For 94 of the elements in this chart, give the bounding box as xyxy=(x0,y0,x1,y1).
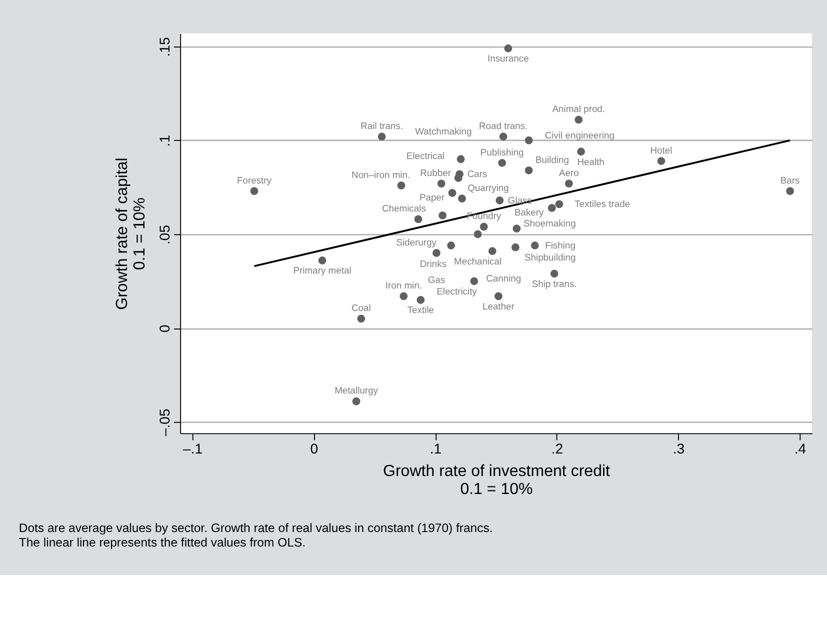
point xyxy=(657,157,666,165)
point xyxy=(498,158,506,167)
x-tick-label: –.1 xyxy=(182,440,203,456)
annotation: Publishing xyxy=(480,146,524,158)
annotation: Electricity xyxy=(436,285,478,296)
text: The linear line represents the fitted values from OLS. xyxy=(18,535,306,550)
annotation: Siderurgy xyxy=(396,236,437,248)
annotation: Insurance xyxy=(488,52,529,64)
point xyxy=(432,249,440,257)
point xyxy=(577,148,586,156)
annotation: Glass xyxy=(508,194,532,206)
point xyxy=(488,247,496,256)
annotation: Health xyxy=(577,156,604,167)
point xyxy=(447,242,455,250)
annotation: Aero xyxy=(558,166,579,178)
point xyxy=(574,116,583,124)
x-tick-label: 0 xyxy=(310,440,318,456)
point xyxy=(474,230,482,238)
annotation: Bakery xyxy=(514,206,544,218)
annotation: Hotel xyxy=(650,144,672,156)
point xyxy=(378,132,386,141)
annotation: Coal xyxy=(351,302,371,314)
annotation: Building xyxy=(536,154,569,165)
point xyxy=(512,243,520,252)
annotation: Electrical xyxy=(406,150,445,162)
point xyxy=(470,277,478,286)
annotation: Primary metal xyxy=(293,264,352,276)
point xyxy=(454,174,462,182)
point xyxy=(512,224,521,233)
annotation: Watchmaking xyxy=(415,126,472,137)
point xyxy=(458,194,466,202)
annotation: Metallurgy xyxy=(334,384,378,396)
x-tick-label: .3 xyxy=(672,440,685,456)
annotation: Quarrying xyxy=(468,182,509,194)
point xyxy=(400,292,408,300)
x-tick-label: .1 xyxy=(430,440,442,456)
annotation: Iron min. xyxy=(385,280,422,291)
annotation: Bars xyxy=(780,174,800,186)
point xyxy=(416,296,425,304)
text: Dots are average values by sector. Growth rate of real values in constant (1970) francs. xyxy=(18,521,493,536)
annotation: Paper xyxy=(419,191,445,202)
point xyxy=(530,242,539,250)
annotation: Shoemaking xyxy=(524,218,576,229)
annotation: Civil engineering xyxy=(544,129,614,140)
annotation: Shipbuilding xyxy=(524,252,576,263)
point xyxy=(437,180,446,188)
x-tick-label: .2 xyxy=(551,440,564,456)
point xyxy=(456,155,465,164)
annotation: Mechanical xyxy=(454,255,502,266)
point xyxy=(438,212,446,220)
point xyxy=(548,204,556,212)
point xyxy=(524,136,533,144)
annotation: Foundry xyxy=(466,210,502,222)
point xyxy=(414,215,422,224)
point xyxy=(480,222,488,231)
y-tick-label: .15 xyxy=(156,37,172,57)
x-axis-title: Growth rate of investment credit 0.1 = 10% xyxy=(382,462,611,498)
annotation: Textiles trade xyxy=(574,198,630,210)
point xyxy=(357,314,366,323)
annotation: Road trans. xyxy=(478,120,528,132)
y-axis-title: Growth rate of capital 0.1 = 10% xyxy=(112,158,149,310)
point xyxy=(352,397,360,406)
point xyxy=(250,187,258,195)
point xyxy=(397,181,406,190)
annotation: Animal prod. xyxy=(552,103,606,114)
point xyxy=(499,132,508,141)
point xyxy=(564,180,573,188)
point xyxy=(318,256,326,264)
y-tick-label: .1 xyxy=(156,134,172,147)
point xyxy=(494,292,502,300)
annotation: Textile xyxy=(407,304,434,316)
annotation: Fishing xyxy=(545,239,576,250)
annotation: Leather xyxy=(482,300,514,312)
annotation: Gas xyxy=(428,274,446,286)
annotation: Drinks xyxy=(420,258,447,270)
annotation: Non–iron min. xyxy=(352,168,410,180)
y-tick-label: .05 xyxy=(156,224,172,245)
point xyxy=(786,187,794,195)
annotation: Rubber xyxy=(420,167,451,178)
point xyxy=(448,188,456,197)
y-tick-label: 0 xyxy=(156,324,172,332)
annotation: Cars xyxy=(467,168,488,179)
x-tick-label: .4 xyxy=(794,440,806,456)
point xyxy=(496,196,504,204)
annotation: Rail trans. xyxy=(360,120,403,132)
annotation: Forestry xyxy=(236,174,272,186)
point xyxy=(524,166,533,174)
y-tick-label: –.05 xyxy=(156,408,172,436)
point xyxy=(555,200,564,208)
point xyxy=(504,44,512,52)
point xyxy=(550,270,558,278)
annotation: Chemicals xyxy=(382,202,426,214)
annotation: Canning xyxy=(486,272,522,284)
annotation: Ship trans. xyxy=(532,278,577,289)
